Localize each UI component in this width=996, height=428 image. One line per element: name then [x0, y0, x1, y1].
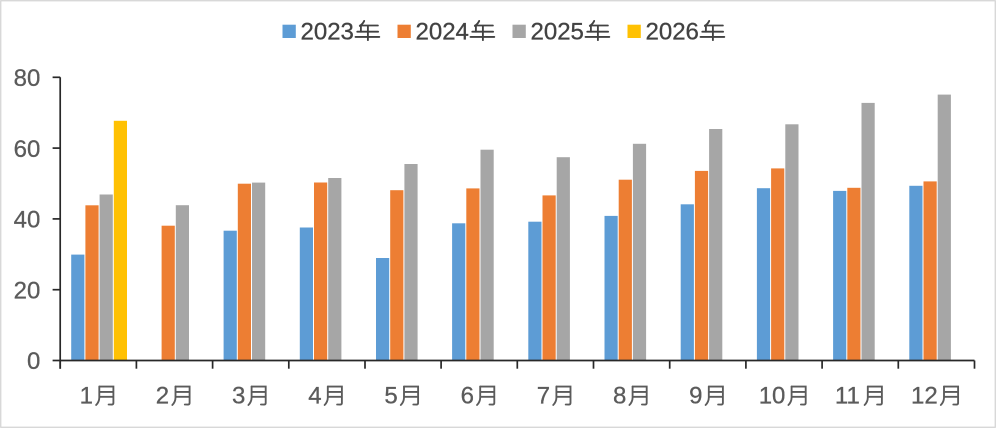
svg-text:9: 9 [689, 383, 702, 410]
svg-text:5: 5 [384, 383, 397, 410]
svg-text:4: 4 [308, 383, 321, 410]
svg-text:40: 40 [14, 207, 41, 234]
svg-text:80: 80 [14, 65, 41, 92]
svg-text:1: 1 [80, 383, 93, 410]
svg-text:60: 60 [14, 136, 41, 163]
svg-text:0: 0 [27, 348, 40, 375]
svg-text:3: 3 [232, 383, 245, 410]
svg-text:2025: 2025 [531, 18, 584, 45]
svg-text:2: 2 [156, 383, 169, 410]
svg-text:20: 20 [14, 277, 41, 304]
svg-text:10: 10 [759, 383, 786, 410]
svg-text:7: 7 [537, 383, 550, 410]
svg-text:8: 8 [613, 383, 626, 410]
svg-text:12: 12 [911, 383, 938, 410]
svg-text:2026: 2026 [646, 18, 699, 45]
svg-text:2024: 2024 [416, 18, 469, 45]
svg-text:11: 11 [835, 383, 860, 410]
svg-text:2023: 2023 [301, 18, 354, 45]
svg-text:6: 6 [461, 383, 474, 410]
